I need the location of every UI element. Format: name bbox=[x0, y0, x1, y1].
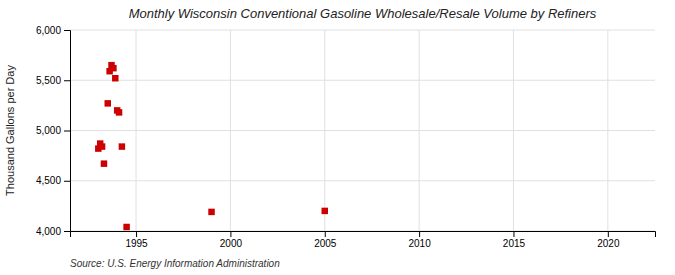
chart-container: 1995 2000 2005 2010 2015 2020 4,000 4,500 5,000 5… bbox=[0, 0, 675, 275]
x-tick-label: 2000 bbox=[220, 238, 243, 249]
x-axis-line bbox=[71, 232, 656, 238]
y-axis-title: Thousand Gallons per Day bbox=[4, 65, 16, 196]
grid-line-y bbox=[70, 180, 655, 181]
y-tick-mark bbox=[64, 80, 70, 81]
x-axis: 1995 2000 2005 2010 2015 2020 bbox=[71, 231, 656, 249]
y-tick-label: 6,000 bbox=[36, 25, 61, 36]
point bbox=[208, 209, 214, 215]
x-tick-mark bbox=[608, 231, 609, 237]
y-tick-mark bbox=[64, 30, 70, 31]
point bbox=[123, 224, 129, 230]
x-tick: 2005 bbox=[314, 231, 337, 249]
points bbox=[95, 62, 328, 230]
y-tick-mark bbox=[64, 131, 70, 132]
y-tick-mark bbox=[64, 181, 70, 182]
x-tick-mark bbox=[513, 231, 514, 237]
x-tick-label: 2015 bbox=[503, 238, 526, 249]
point bbox=[322, 208, 328, 214]
point bbox=[99, 143, 105, 149]
point bbox=[105, 100, 111, 106]
grid-line-y bbox=[70, 80, 655, 81]
x-tick-label: 2005 bbox=[314, 238, 337, 249]
plot-area: 1995 2000 2005 2010 2015 2020 4,000 4,500 5,000 5… bbox=[36, 25, 656, 249]
chart-svg: 1995 2000 2005 2010 2015 2020 4,000 4,500 5,000 5… bbox=[0, 0, 675, 275]
x-tick: 1995 bbox=[125, 231, 148, 249]
y-tick: 5,000 bbox=[36, 125, 70, 136]
y-tick-label: 5,500 bbox=[36, 75, 61, 86]
annotation: Source: U.S. Energy Information Administ… bbox=[70, 258, 280, 269]
y-tick: 5,500 bbox=[36, 75, 70, 86]
y-tick: 4,500 bbox=[36, 175, 70, 186]
point bbox=[116, 109, 122, 115]
title: Monthly Wisconsin Conventional Gasoline … bbox=[129, 6, 597, 21]
y-tick-label: 4,000 bbox=[36, 226, 61, 237]
x-tick-mark bbox=[136, 231, 137, 237]
x-tick-mark bbox=[230, 231, 231, 237]
y-tick: 4,000 bbox=[36, 226, 70, 237]
x-tick: 2020 bbox=[597, 231, 620, 249]
y-axis-line bbox=[64, 31, 71, 232]
point bbox=[112, 75, 118, 81]
y-tick-label: 4,500 bbox=[36, 175, 61, 186]
y-tick: 6,000 bbox=[36, 25, 70, 36]
x-tick: 2015 bbox=[503, 231, 526, 249]
x-tick: 2000 bbox=[220, 231, 243, 249]
point bbox=[101, 160, 107, 166]
x-tick-mark bbox=[419, 231, 420, 237]
grid bbox=[70, 30, 655, 231]
x-tick: 2010 bbox=[408, 231, 431, 249]
grid-line-y bbox=[70, 130, 655, 131]
x-tick-label: 2020 bbox=[597, 238, 620, 249]
y-tick-mark bbox=[64, 231, 70, 232]
y-axis: 4,000 4,500 5,000 5,500 6,000 bbox=[36, 25, 71, 237]
x-tick-label: 2010 bbox=[408, 238, 431, 249]
point bbox=[119, 143, 125, 149]
y-tick-label: 5,000 bbox=[36, 125, 61, 136]
x-tick-label: 1995 bbox=[125, 238, 148, 249]
x-tick-mark bbox=[325, 231, 326, 237]
grid-line-y bbox=[70, 30, 655, 31]
point bbox=[110, 65, 116, 71]
